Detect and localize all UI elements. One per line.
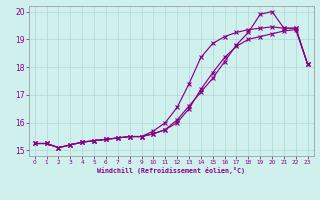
X-axis label: Windchill (Refroidissement éolien,°C): Windchill (Refroidissement éolien,°C): [97, 167, 245, 174]
